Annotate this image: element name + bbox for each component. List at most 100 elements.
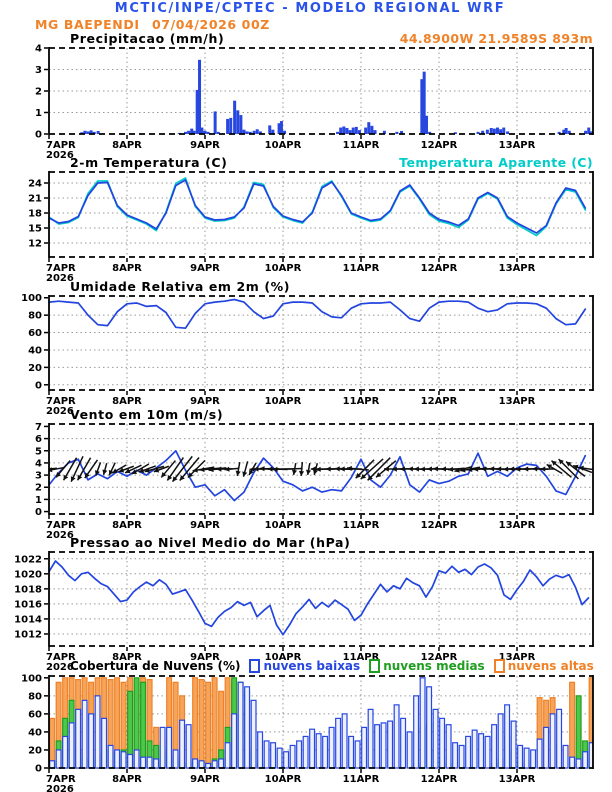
cloud-bar-baixas <box>445 724 452 769</box>
wind-arrow-head <box>102 469 108 475</box>
x-tick-label: 12APR <box>421 263 458 274</box>
wind-arrow-head <box>360 473 367 480</box>
x-tick-label: 7APR <box>46 774 76 785</box>
wind-arrow-head <box>408 466 413 472</box>
x-tick-label: 10APR <box>265 520 302 531</box>
x-tick-label: 9APR <box>190 396 220 407</box>
y-tick-label: 2 <box>35 87 42 98</box>
panel-title-precipitation: Precipitacao (mm/h) <box>70 31 225 46</box>
precip-bar <box>506 131 510 134</box>
precip-bar <box>400 130 404 134</box>
wind-arrow-head <box>578 465 584 471</box>
wind-arrow-head <box>305 469 312 475</box>
precip-bar <box>277 123 281 134</box>
wind-arrow-head <box>433 466 439 472</box>
precip-bar <box>481 130 485 134</box>
panel-title-temperature: 2-m Temperatura (C) <box>70 155 228 170</box>
wind-arrow-head <box>481 466 487 472</box>
precip-bar <box>271 129 275 134</box>
wind-arrow-head <box>259 466 265 472</box>
cloud-bar-baixas <box>172 749 179 769</box>
precip-bar <box>336 131 340 134</box>
wind-arrow-head <box>441 466 446 472</box>
wind-arrow-head <box>454 467 460 473</box>
y-tick-label: 1 <box>35 495 42 506</box>
x-tick-label: 7APR <box>46 520 76 531</box>
wind-arrow-head <box>125 468 131 474</box>
x-tick-label: 13APR <box>499 652 536 663</box>
precip-bar <box>195 89 199 134</box>
wind-arrow-head <box>460 467 466 473</box>
wind-arrow-head <box>144 467 150 473</box>
precip-bar <box>339 127 343 134</box>
precip-bar <box>367 122 371 134</box>
x-tick-label: 11APR <box>343 652 380 663</box>
wind-arrow-head <box>94 470 100 476</box>
precip-bar <box>370 125 374 134</box>
wind-arrow-head <box>551 460 557 466</box>
cloud-bar-baixas <box>549 713 556 769</box>
cloud-bar-baixas <box>556 708 563 769</box>
x-year-label: 2026 <box>46 406 74 417</box>
x-tick-label: 8APR <box>112 140 142 151</box>
y-tick-label: 3 <box>35 471 42 482</box>
cloud-bar-baixas <box>458 744 465 769</box>
station-label: MG BAEPENDI <box>35 17 140 32</box>
precip-bar <box>233 100 237 134</box>
panel-title-wind: Vento em 10m (m/s) <box>70 407 224 422</box>
precip-bar <box>89 130 93 134</box>
wind-arrow-head <box>253 466 259 472</box>
wind-arrow-head <box>199 466 205 473</box>
precip-bar <box>187 130 191 134</box>
wind-arrow-head <box>509 466 515 472</box>
wind-arrow-head <box>55 472 62 478</box>
x-year-label: 2026 <box>46 784 74 792</box>
cloud-bar-baixas <box>94 695 101 769</box>
precip-bar <box>382 130 386 134</box>
cloud-bar-baixas <box>432 708 439 769</box>
cloud-bar-baixas <box>75 708 82 769</box>
x-tick-label: 10APR <box>265 774 302 785</box>
wind-arrow-head <box>414 466 419 472</box>
precip-bar <box>245 131 249 134</box>
x-tick-label: 8APR <box>112 263 142 274</box>
cloud-bar-baixas <box>231 713 238 769</box>
mid-clouds-swatch-icon <box>369 659 381 673</box>
cloud-bar-baixas <box>452 742 459 769</box>
precip-bar <box>364 127 368 134</box>
wind-arrow-head <box>161 472 167 478</box>
wind-arrow-head <box>172 476 178 482</box>
wind-arrow-head <box>224 466 230 472</box>
x-tick-label: 8APR <box>112 652 142 663</box>
precip-bar <box>184 131 187 134</box>
wind-arrow-head <box>523 466 529 472</box>
y-tick-label: 2 <box>35 483 42 494</box>
y-tick-label: 40 <box>28 345 42 356</box>
cloud-bar-altas <box>205 681 212 769</box>
wind-arrow-head <box>546 464 553 470</box>
cloud-bar-medias <box>140 681 147 769</box>
precip-bar <box>83 130 87 134</box>
wind-arrow-head <box>448 466 454 472</box>
cloud-bar-baixas <box>413 695 420 769</box>
precip-bar <box>229 117 233 134</box>
wind-arrow-head <box>235 470 241 476</box>
y-tick-label: 1012 <box>14 629 42 640</box>
cloud-bar-baixas <box>517 744 524 769</box>
x-tick-label: 13APR <box>499 140 536 151</box>
legend-item-low-clouds: nuvens baixas <box>249 659 360 673</box>
precip-bar <box>564 127 568 134</box>
y-tick-label: 1016 <box>14 599 42 610</box>
y-tick-label: 80 <box>28 311 42 322</box>
wind-arrow-head <box>355 472 361 479</box>
wind-line-velocidade-do-vento <box>49 449 587 502</box>
cloud-bar-baixas <box>471 729 478 769</box>
wind-arrow-head <box>249 466 255 472</box>
cloud-bar-baixas <box>107 744 114 769</box>
cloud-bar-baixas <box>68 722 75 769</box>
x-tick-label: 13APR <box>499 263 536 274</box>
cloud-bar-baixas <box>114 749 121 769</box>
precip-bar <box>453 132 457 134</box>
cloud-bar-baixas <box>406 731 413 769</box>
cloud-bar-baixas <box>198 760 205 769</box>
